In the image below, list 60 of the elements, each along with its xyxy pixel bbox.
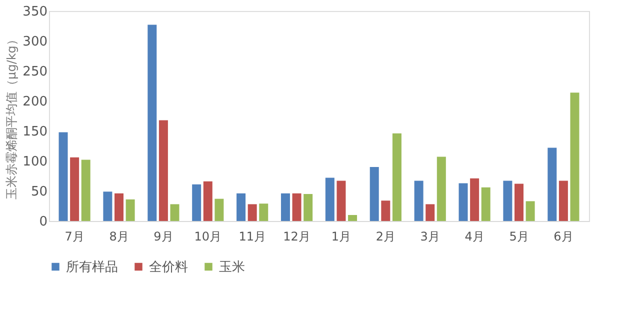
- bar: [570, 92, 580, 221]
- x-tick-label: 11月: [238, 230, 266, 244]
- bar: [126, 199, 135, 221]
- y-tick-label: 200: [22, 94, 48, 110]
- bar: [148, 24, 157, 221]
- bar: [304, 194, 313, 221]
- bar: [526, 201, 535, 221]
- bar: [70, 157, 80, 221]
- bar: [414, 180, 424, 221]
- bar: [470, 178, 480, 221]
- bar: [236, 193, 246, 221]
- bar: [436, 156, 446, 221]
- bar: [203, 181, 212, 221]
- bar: [158, 120, 168, 221]
- bar: [348, 215, 358, 221]
- y-tick-label: 250: [22, 64, 48, 80]
- bar: [392, 133, 402, 221]
- bar: [58, 132, 68, 221]
- bar: [481, 187, 490, 221]
- bar: [458, 183, 468, 221]
- x-tick-label: 10月: [194, 230, 222, 244]
- bar: [103, 192, 112, 221]
- legend-label: 玉米: [219, 260, 245, 275]
- bar: [170, 204, 180, 221]
- x-tick-label: 5月: [509, 230, 529, 244]
- bar: [292, 193, 302, 221]
- y-tick-label: 300: [22, 34, 48, 50]
- bar: [280, 193, 290, 221]
- x-tick-label: 3月: [420, 230, 440, 244]
- bar: [259, 204, 268, 221]
- x-tick-label: 1月: [331, 230, 352, 244]
- bar: [248, 204, 257, 221]
- y-tick-label: 0: [39, 214, 48, 230]
- bar: [370, 167, 379, 221]
- x-tick-label: 9月: [154, 230, 174, 244]
- bar: [558, 180, 568, 221]
- bar: [503, 180, 512, 221]
- y-axis-title: 玉米赤霉烯酮平均值（μg/kg）: [4, 34, 19, 200]
- bar: [325, 178, 334, 221]
- x-tick-label: 2月: [376, 230, 396, 244]
- y-tick-label: 150: [22, 124, 48, 140]
- bar: [214, 198, 224, 221]
- x-tick-label: 8月: [109, 230, 129, 244]
- legend-label: 全价料: [149, 260, 188, 275]
- legend-label: 所有样品: [66, 260, 118, 275]
- bar: [81, 160, 90, 221]
- bar: [192, 184, 202, 221]
- x-tick-label: 12月: [283, 230, 310, 244]
- bar: [514, 184, 524, 221]
- bar: [336, 180, 346, 221]
- y-tick-label: 50: [30, 184, 48, 200]
- bar: [548, 148, 557, 221]
- x-tick-label: 6月: [554, 230, 574, 244]
- x-tick-label: 7月: [64, 230, 84, 244]
- bar: [114, 193, 124, 221]
- y-tick-label: 100: [22, 154, 48, 170]
- x-tick-label: 4月: [464, 230, 484, 244]
- y-tick-label: 350: [22, 4, 48, 20]
- bar: [426, 204, 435, 221]
- bar: [381, 200, 390, 221]
